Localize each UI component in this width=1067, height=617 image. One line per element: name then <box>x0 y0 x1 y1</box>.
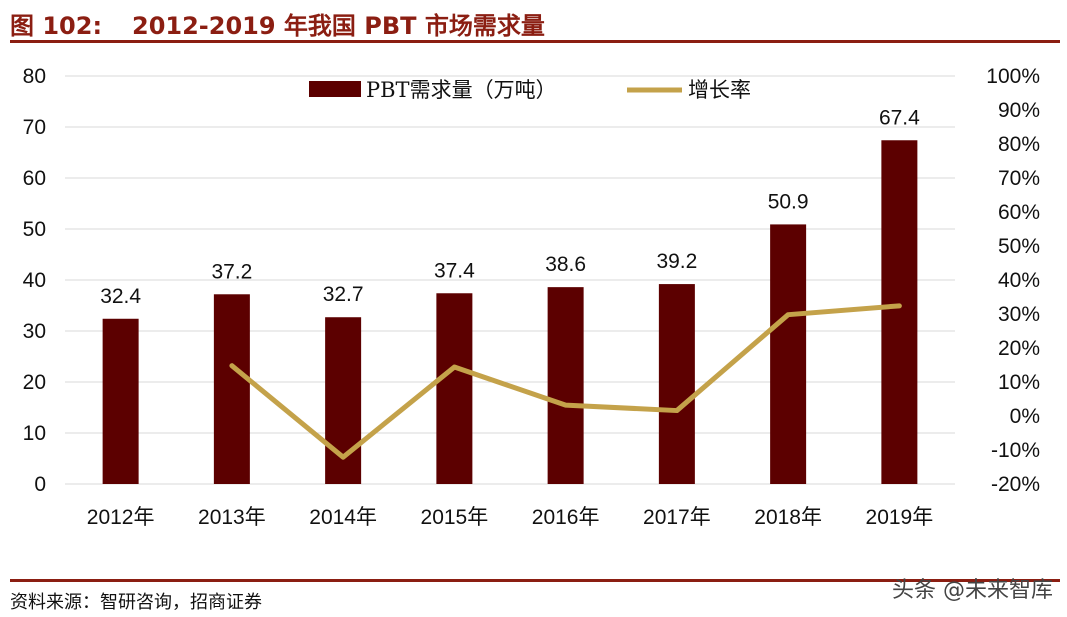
top-rule <box>10 40 1060 43</box>
x-tick-label: 2018年 <box>754 506 822 529</box>
growth-rate-line <box>229 303 902 460</box>
data-label: 37.2 <box>211 260 252 283</box>
y-right-tick-label: 70% <box>998 167 1040 190</box>
y-left-tick-label: 10 <box>23 422 46 445</box>
y-left-tick-label: 60 <box>23 167 46 190</box>
y-right-tick-label: 40% <box>998 269 1040 292</box>
legend-label-line: 增长率 <box>688 78 751 102</box>
x-tick-label: 2019年 <box>866 506 934 529</box>
x-axis: 2012年 2013年 2014年 2015年 2016年 2017年 2018年 2019年 <box>87 506 933 529</box>
y-right-tick-label: 0% <box>1010 405 1040 428</box>
legend-label-bar: PBT需求量（万吨） <box>366 78 557 102</box>
x-tick-label: 2014年 <box>309 506 377 529</box>
y-right-tick-label: 60% <box>998 201 1040 224</box>
x-tick-label: 2017年 <box>643 506 711 529</box>
watermark: 头条 @未来智库 <box>892 578 1053 603</box>
data-label: 32.7 <box>323 283 364 306</box>
data-label: 37.4 <box>434 259 475 282</box>
source-note: 资料来源：智研咨询，招商证券 <box>10 592 262 613</box>
data-label: 39.2 <box>656 250 697 273</box>
data-label: 50.9 <box>768 190 809 213</box>
y-right-tick-label: 30% <box>998 303 1040 326</box>
y-right-tick-label: 20% <box>998 337 1040 360</box>
line-series <box>229 303 902 460</box>
y-left-tick-label: 50 <box>23 218 46 241</box>
chart: 32.4 37.2 32.7 37.4 38.6 39.2 50.9 67.4 0 10 20 30… <box>23 65 1040 529</box>
bar <box>436 293 473 484</box>
bar <box>213 294 250 484</box>
bar <box>770 224 807 484</box>
y-axis-left: 0 10 20 30 40 50 60 70 80 <box>23 65 46 496</box>
y-left-tick-label: 40 <box>23 269 46 292</box>
x-tick-label: 2012年 <box>87 506 155 529</box>
data-label: 32.4 <box>100 285 141 308</box>
bar-series <box>102 140 918 484</box>
y-left-tick-label: 30 <box>23 320 46 343</box>
data-label: 67.4 <box>879 106 920 129</box>
y-axis-right: -20% -10% 0% 10% 20% 30% 40% 50% 60% 70% 80% 90% 100… <box>986 65 1040 496</box>
x-tick-label: 2015年 <box>421 506 489 529</box>
data-label: 38.6 <box>545 253 586 276</box>
x-tick-label: 2016年 <box>532 506 600 529</box>
figure-title-text: 2012-2019 年我国 PBT 市场需求量 <box>132 12 545 40</box>
gridlines <box>65 75 955 485</box>
y-right-tick-label: 100% <box>986 65 1040 88</box>
y-left-tick-label: 80 <box>23 65 46 88</box>
y-left-tick-label: 20 <box>23 371 46 394</box>
y-right-tick-label: 80% <box>998 133 1040 156</box>
y-right-tick-label: -20% <box>991 473 1040 496</box>
y-right-tick-label: 90% <box>998 99 1040 122</box>
y-left-tick-label: 0 <box>34 473 46 496</box>
y-left-tick-label: 70 <box>23 116 46 139</box>
bar <box>102 318 139 484</box>
y-right-tick-label: -10% <box>991 439 1040 462</box>
legend-swatch-bar <box>309 81 361 97</box>
x-tick-label: 2013年 <box>198 506 266 529</box>
data-labels: 32.4 37.2 32.7 37.4 38.6 39.2 50.9 67.4 <box>100 106 920 308</box>
y-right-tick-label: 50% <box>998 235 1040 258</box>
figure-label: 图 102: <box>10 12 103 40</box>
bar <box>881 140 918 484</box>
figure-title: 图 102: 2012-2019 年我国 PBT 市场需求量 <box>10 6 545 41</box>
bar <box>547 287 584 484</box>
bottom-rule <box>10 579 1060 582</box>
bar <box>658 284 695 484</box>
y-right-tick-label: 10% <box>998 371 1040 394</box>
legend: PBT需求量（万吨） 增长率 <box>309 78 751 102</box>
